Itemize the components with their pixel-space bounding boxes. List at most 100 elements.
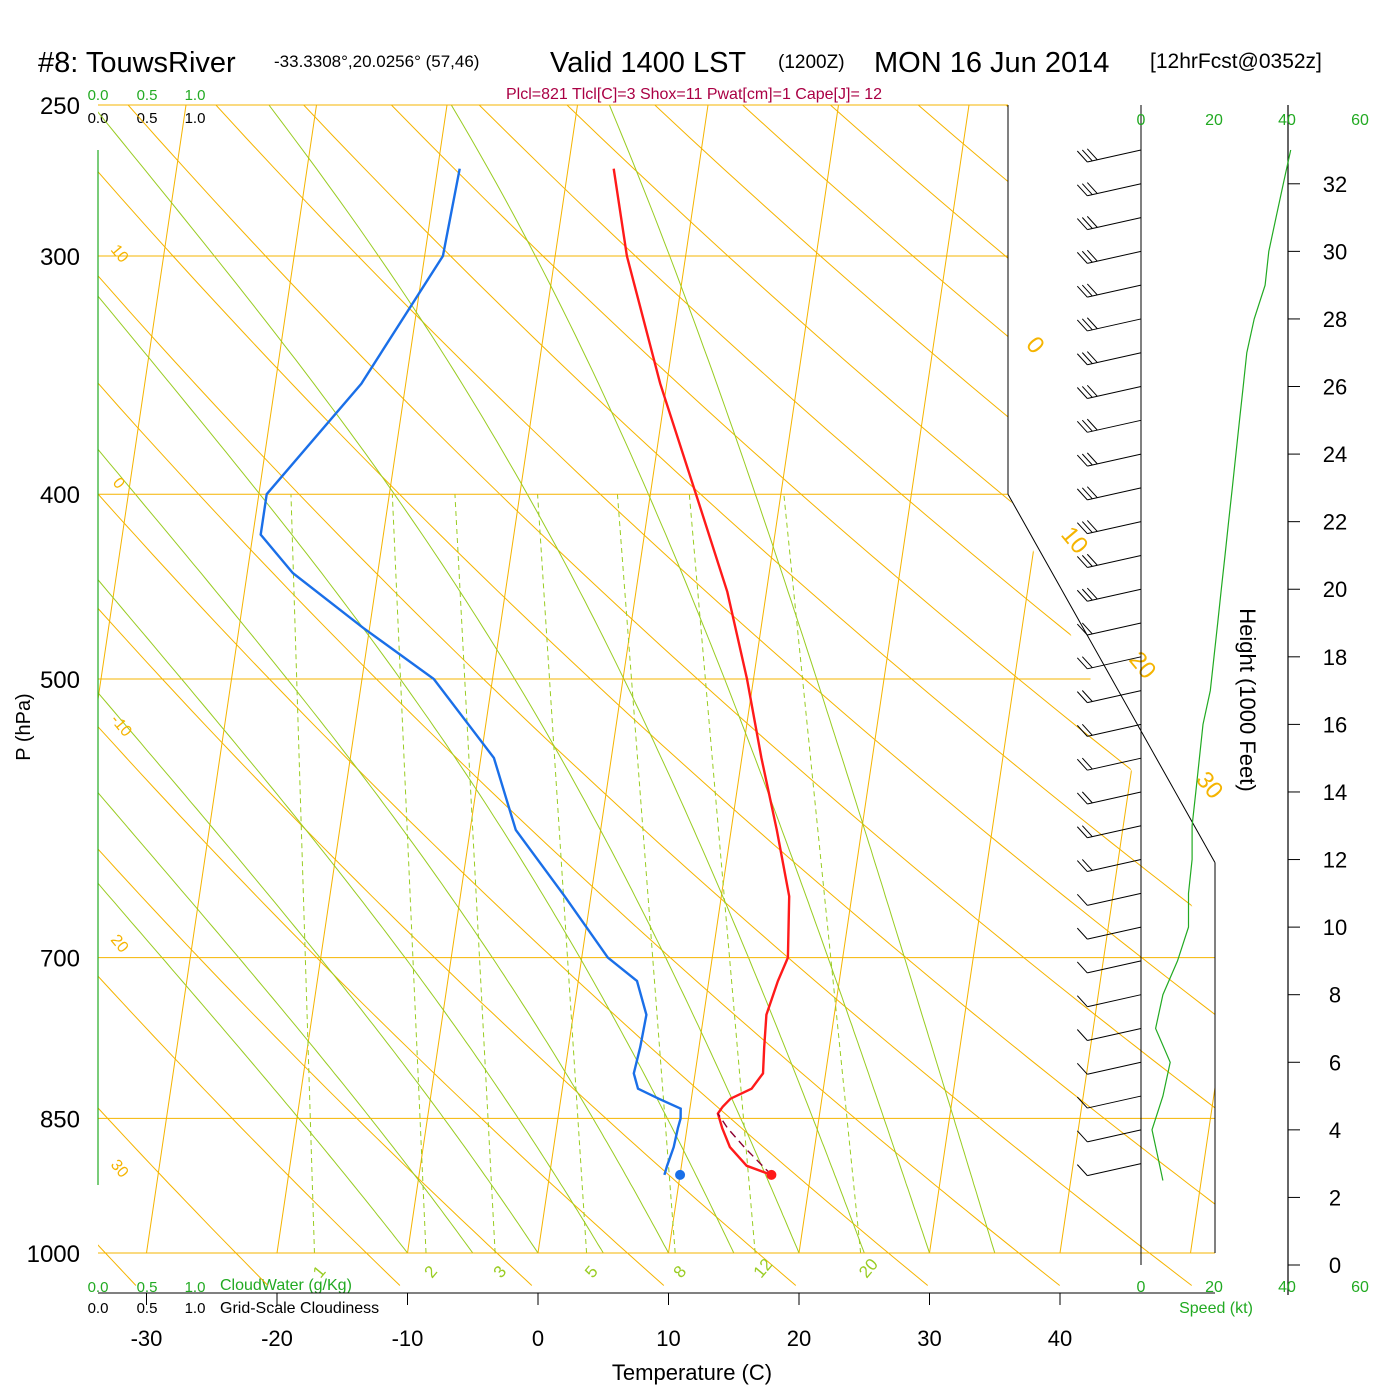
wind-barb-flag	[1086, 486, 1098, 499]
wind-barb-flag	[1076, 927, 1088, 940]
wind-barb	[1087, 284, 1142, 298]
wind-barb-flag	[1081, 183, 1093, 196]
wind-barb-flag	[1081, 453, 1093, 466]
dry-adiabat-label: -10	[107, 712, 135, 741]
mixing-ratio-label: 2	[421, 1262, 442, 1281]
wind-barb-flag	[1086, 249, 1098, 262]
y-tick-label: 250	[40, 93, 80, 120]
wind-barb-flag	[1081, 859, 1093, 871]
wind-barb-flag	[1076, 893, 1088, 906]
mixing-ratio-line	[290, 494, 315, 1254]
dry-adiabat-line	[303, 105, 1215, 1286]
dry-adiabat-line	[98, 105, 269, 1286]
mixing-ratio-label: 3	[490, 1262, 511, 1281]
dry-adiabat-label: 30	[107, 1157, 132, 1182]
height-tick-label: 10	[1323, 915, 1347, 940]
height-tick-label: 22	[1323, 510, 1347, 535]
dry-adiabat-line	[1181, 105, 1215, 1286]
height-tick-label: 20	[1323, 577, 1347, 602]
chart-background-lines	[0, 105, 1400, 1286]
dry-adiabat-line	[742, 105, 1215, 1286]
wind-barb	[1087, 791, 1142, 805]
wind-barb	[1087, 419, 1142, 433]
x-tick-label: 0	[532, 1326, 544, 1351]
dry-adiabat-line	[0, 105, 4, 1286]
wind-barb-flag	[1086, 384, 1098, 397]
cloud-water-tick-top: 0.0	[88, 87, 109, 104]
valid-date: MON 16 Jun 2014	[874, 47, 1109, 79]
y-tick-label: 400	[40, 482, 80, 509]
moist-adiabat-line	[98, 105, 800, 1254]
dry-adiabat-line	[127, 105, 1215, 1286]
x-tick-label: 10	[656, 1326, 680, 1351]
wind-barb-flag	[1081, 791, 1093, 804]
wind-barb	[1087, 453, 1142, 467]
x-axis-title: Temperature (C)	[612, 1360, 772, 1385]
wind-barb-flag	[1081, 521, 1093, 533]
wind-speed-tick-top: 60	[1351, 112, 1369, 129]
wind-barb-flag	[1081, 284, 1093, 297]
x-tick-label: -30	[131, 1326, 163, 1351]
wind-barb-flag	[1081, 690, 1093, 702]
wind-barb-flag	[1076, 758, 1088, 771]
wind-barb	[1087, 926, 1142, 940]
x-tick-label: 20	[787, 1326, 811, 1351]
wind-speed-axis-title: Speed (kt)	[1179, 1300, 1253, 1317]
wind-barb-flag	[1076, 488, 1088, 501]
wind-barb-flag	[1076, 792, 1088, 805]
wind-barb	[1087, 825, 1142, 839]
wind-barb-flag	[1076, 319, 1088, 332]
wind-barb-flag	[1076, 252, 1088, 264]
mixing-ratio-label: 8	[670, 1262, 691, 1281]
wind-barb	[1087, 690, 1142, 704]
dry-adiabat-line	[1005, 105, 1215, 1286]
moist-adiabat-line	[98, 105, 408, 1254]
dry-adiabat-line	[1269, 105, 1400, 1286]
wind-barb	[1087, 1061, 1142, 1075]
wind-barb	[1087, 521, 1142, 535]
wind-barb	[1087, 1129, 1142, 1143]
cloud-cover-tick-top: 0.5	[137, 110, 158, 127]
wind-barb	[1087, 656, 1142, 670]
wind-barb-flag	[1076, 1164, 1088, 1176]
dry-adiabat-line	[98, 105, 1193, 1286]
height-tick-label: 0	[1329, 1253, 1341, 1278]
wind-barb	[1087, 386, 1142, 400]
wind-barb-flag	[1076, 1029, 1088, 1041]
cloud-scale-bottom: 0.0 0.5 1.0 CloudWater (g/Kg) 0.0 0.5 1.…	[88, 1277, 380, 1317]
wind-barb-flag	[1086, 520, 1098, 532]
wind-barb-flag	[1076, 387, 1088, 399]
height-tick-label: 32	[1323, 172, 1347, 197]
cloud-water-tick-bottom: 0.5	[137, 1279, 158, 1296]
isobars	[97, 104, 1215, 1254]
wind-barb	[1087, 318, 1142, 332]
y-tick-label: 850	[40, 1106, 80, 1133]
mixing-ratio-label: 12	[750, 1255, 777, 1282]
wind-barb-flag	[1081, 487, 1093, 500]
station-coords: -33.3308°,20.0256° (57,46)	[274, 52, 479, 71]
cloud-cover-tick-bottom: 0.5	[137, 1300, 158, 1317]
wind-barb-flag	[1086, 452, 1098, 465]
chart-frame	[98, 105, 1216, 1294]
dry-adiabat-line	[215, 105, 1215, 1286]
wind-barb-flag	[1081, 250, 1093, 263]
wind-barb	[1087, 1095, 1142, 1109]
wind-barb-flag	[1086, 553, 1098, 566]
wind-speed-tick-top: 20	[1205, 112, 1223, 129]
temperature-profile	[612, 168, 791, 1177]
cloud-cover-label: Grid-Scale Cloudiness	[220, 1300, 379, 1317]
mixing-ratio-line	[688, 494, 756, 1254]
mixing-ratio-label: 20	[855, 1255, 882, 1282]
isotherm-line	[1321, 105, 1400, 1253]
x-tick-label: -20	[261, 1326, 293, 1351]
wind-barb-flag	[1076, 725, 1088, 737]
dry-adiabat-line	[566, 105, 1215, 1286]
dewpoint-profile	[259, 168, 682, 1176]
dry-adiabat-label: 0	[1020, 332, 1049, 360]
y-axis-title: P (hPa)	[13, 693, 35, 760]
moist-adiabat-line	[98, 105, 604, 1254]
wind-barb-flag	[1081, 419, 1093, 432]
wind-barb-flag	[1076, 218, 1088, 230]
